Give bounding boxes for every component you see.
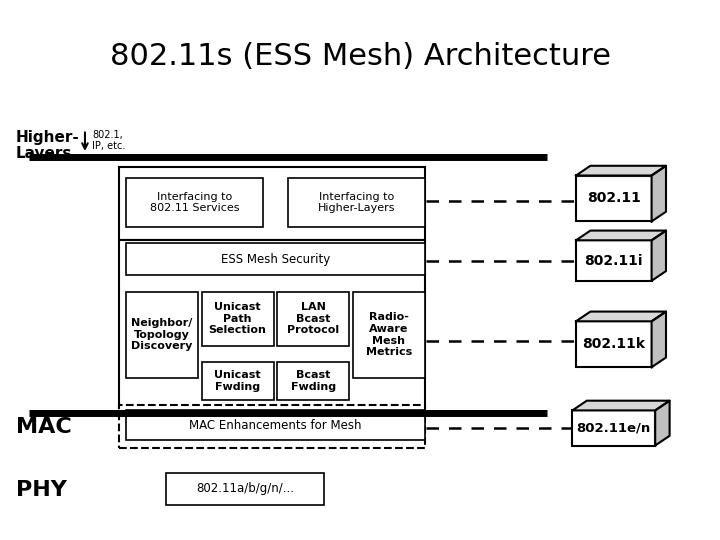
Text: Interfacing to
802.11 Services: Interfacing to 802.11 Services bbox=[150, 192, 239, 213]
Bar bbox=[576, 240, 652, 281]
Text: 802.11k: 802.11k bbox=[582, 338, 645, 351]
Bar bbox=[126, 178, 263, 227]
Text: 802.11e/n: 802.11e/n bbox=[577, 421, 651, 435]
Text: LAN
Bcast
Protocol: LAN Bcast Protocol bbox=[287, 302, 339, 335]
Bar bbox=[126, 243, 425, 275]
Text: 802.1,
IP, etc.: 802.1, IP, etc. bbox=[92, 130, 125, 151]
Bar bbox=[126, 410, 425, 440]
Polygon shape bbox=[655, 401, 670, 446]
Text: Radio-
Aware
Mesh
Metrics: Radio- Aware Mesh Metrics bbox=[366, 313, 412, 357]
Text: MAC: MAC bbox=[16, 416, 71, 437]
Bar bbox=[572, 410, 655, 445]
Text: PHY: PHY bbox=[16, 480, 67, 500]
Bar bbox=[576, 176, 652, 221]
Bar bbox=[126, 292, 198, 378]
Bar bbox=[576, 321, 652, 367]
Text: 802.11s (ESS Mesh) Architecture: 802.11s (ESS Mesh) Architecture bbox=[109, 42, 611, 71]
Bar bbox=[166, 472, 324, 505]
Text: Unicast
Path
Selection: Unicast Path Selection bbox=[209, 302, 266, 335]
Bar bbox=[353, 292, 425, 378]
Text: 802.11a/b/g/n/...: 802.11a/b/g/n/... bbox=[196, 482, 294, 495]
Bar bbox=[119, 405, 425, 448]
Bar bbox=[277, 292, 349, 346]
Bar bbox=[288, 178, 425, 227]
Text: Interfacing to
Higher-Layers: Interfacing to Higher-Layers bbox=[318, 192, 395, 213]
Polygon shape bbox=[652, 166, 666, 221]
Text: 802.11i: 802.11i bbox=[585, 254, 643, 267]
Text: ESS Mesh Security: ESS Mesh Security bbox=[221, 253, 330, 266]
Text: Unicast
Fwding: Unicast Fwding bbox=[215, 370, 261, 392]
Text: Bcast
Fwding: Bcast Fwding bbox=[291, 370, 336, 392]
Polygon shape bbox=[652, 312, 666, 367]
Bar bbox=[277, 362, 349, 400]
Bar bbox=[119, 167, 425, 240]
Polygon shape bbox=[576, 231, 666, 240]
Bar bbox=[202, 292, 274, 346]
Bar bbox=[202, 362, 274, 400]
Polygon shape bbox=[652, 231, 666, 281]
Text: MAC Enhancements for Mesh: MAC Enhancements for Mesh bbox=[189, 418, 361, 432]
Polygon shape bbox=[576, 312, 666, 321]
Text: Neighbor/
Topology
Discovery: Neighbor/ Topology Discovery bbox=[131, 318, 193, 352]
Text: 802.11: 802.11 bbox=[587, 192, 641, 205]
Bar bbox=[119, 240, 425, 408]
Text: Higher-
Layers: Higher- Layers bbox=[16, 130, 80, 161]
Polygon shape bbox=[576, 166, 666, 176]
Polygon shape bbox=[572, 401, 670, 410]
